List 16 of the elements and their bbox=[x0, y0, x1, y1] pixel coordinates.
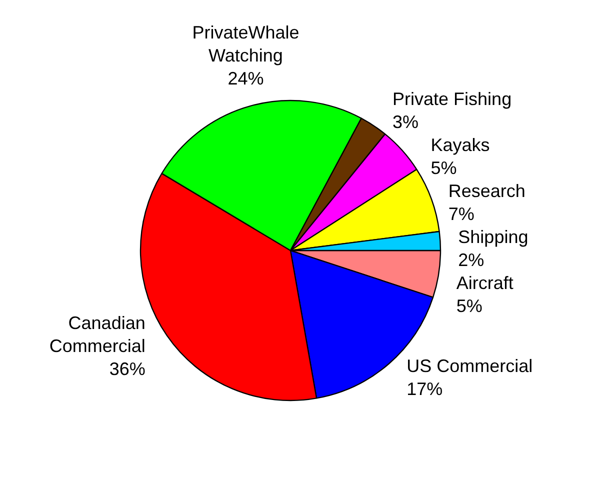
slice-label: Shipping bbox=[458, 227, 528, 248]
slice-label: Aircraft bbox=[456, 273, 514, 294]
slice-label: Research bbox=[448, 181, 526, 202]
slice-label: Private Fishing bbox=[392, 89, 512, 110]
data-label: 36% bbox=[109, 358, 146, 379]
slice-label: PrivateWhale Watching bbox=[192, 22, 300, 66]
slice-label: US Commercial bbox=[406, 356, 533, 376]
data-label: 7% bbox=[448, 204, 474, 224]
data-label: 2% bbox=[458, 250, 484, 270]
slice-label: Canadian Commercial bbox=[49, 312, 146, 356]
slice-label: Kayaks bbox=[430, 135, 490, 156]
data-label: 3% bbox=[392, 112, 419, 132]
data-label: 5% bbox=[456, 296, 482, 316]
data-label: 24% bbox=[228, 68, 264, 89]
data-label: 17% bbox=[406, 378, 443, 399]
data-label: 5% bbox=[430, 158, 457, 178]
